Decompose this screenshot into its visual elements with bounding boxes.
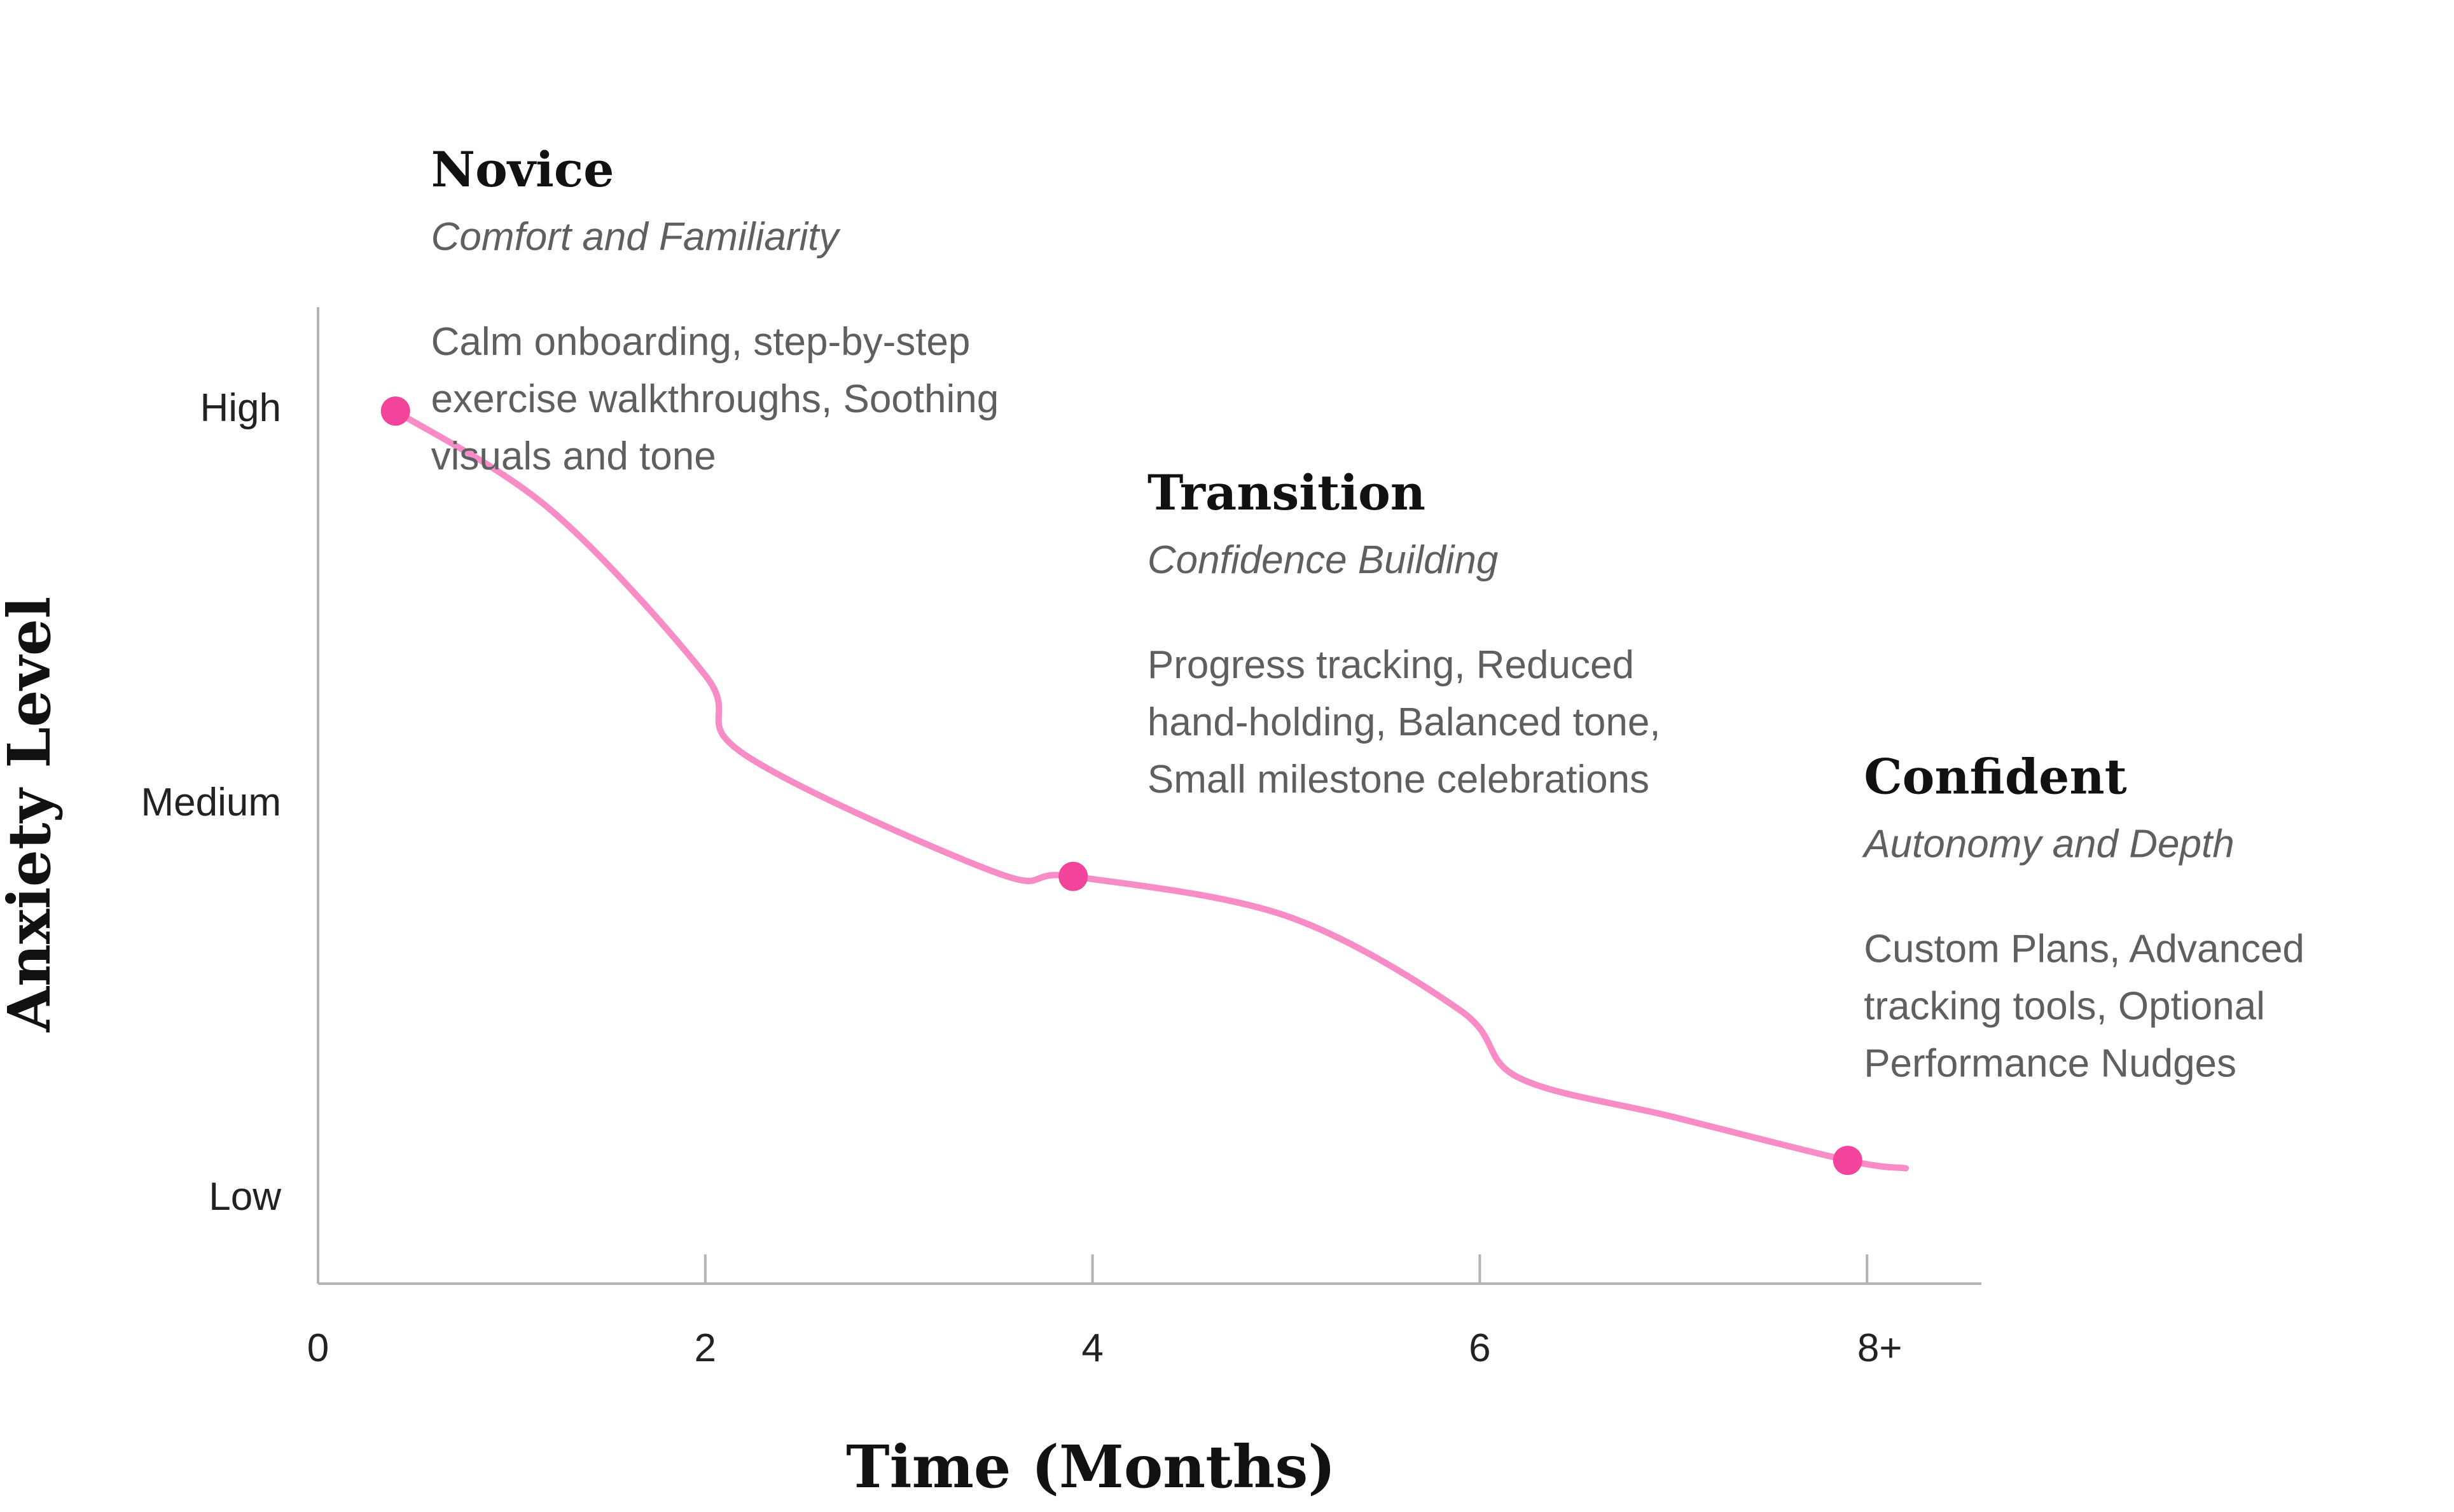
stage-description-line: Custom Plans, Advanced [1864,927,2305,971]
milestone-points [380,396,1862,1176]
stage-description-line: visuals and tone [431,434,716,478]
stage-annotations: Novice Comfort and Familiarity Calm onboar… [431,141,2305,1086]
stage-title: Novice [431,141,614,198]
stage-description-line: hand-holding, Balanced tone, [1147,700,1661,744]
axes [317,307,1981,1285]
stage-description-line: Small milestone celebrations [1147,758,1649,801]
stage-subtitle: Autonomy and Depth [1861,822,2235,866]
stage-annotation: Confident Autonomy and Depth Custom Plans,… [1861,749,2305,1086]
milestone-point [1833,1146,1862,1176]
milestone-point [380,396,410,426]
stage-subtitle: Confidence Building [1147,538,1498,582]
stage-title: Transition [1147,464,1425,521]
x-tick-label: 6 [1469,1326,1490,1370]
stage-annotation: Transition Confidence Building Progress tr… [1147,464,1661,801]
stage-description-line: tracking tools, Optional [1864,985,2265,1029]
tick-group: 0 2 4 6 8+ Low Medium High [141,386,1902,1370]
stage-subtitle: Comfort and Familiarity [431,215,842,259]
stage-annotation: Novice Comfort and Familiarity Calm onboar… [431,141,999,478]
y-axis-title: Anxiety Level [0,597,64,1033]
anxiety-curve [392,408,1910,1172]
y-tick-label: Low [209,1175,281,1219]
milestone-point [1058,861,1088,891]
x-tick-label: 2 [695,1326,716,1370]
y-tick-label: Medium [141,780,281,824]
y-tick-label: High [200,386,281,430]
stage-title: Confident [1864,749,2127,805]
x-axis-title: Time (Months) [846,1432,1336,1501]
x-tick-label: 0 [307,1326,329,1370]
x-tick-label: 8+ [1857,1326,1903,1370]
stage-description-line: Calm onboarding, step-by-step [431,320,971,364]
stage-description-line: Progress tracking, Reduced [1147,643,1634,687]
stage-description-line: exercise walkthroughs, Soothing [431,377,999,421]
x-tick-label: 4 [1081,1326,1103,1370]
stage-description-line: Performance Nudges [1864,1042,2236,1086]
